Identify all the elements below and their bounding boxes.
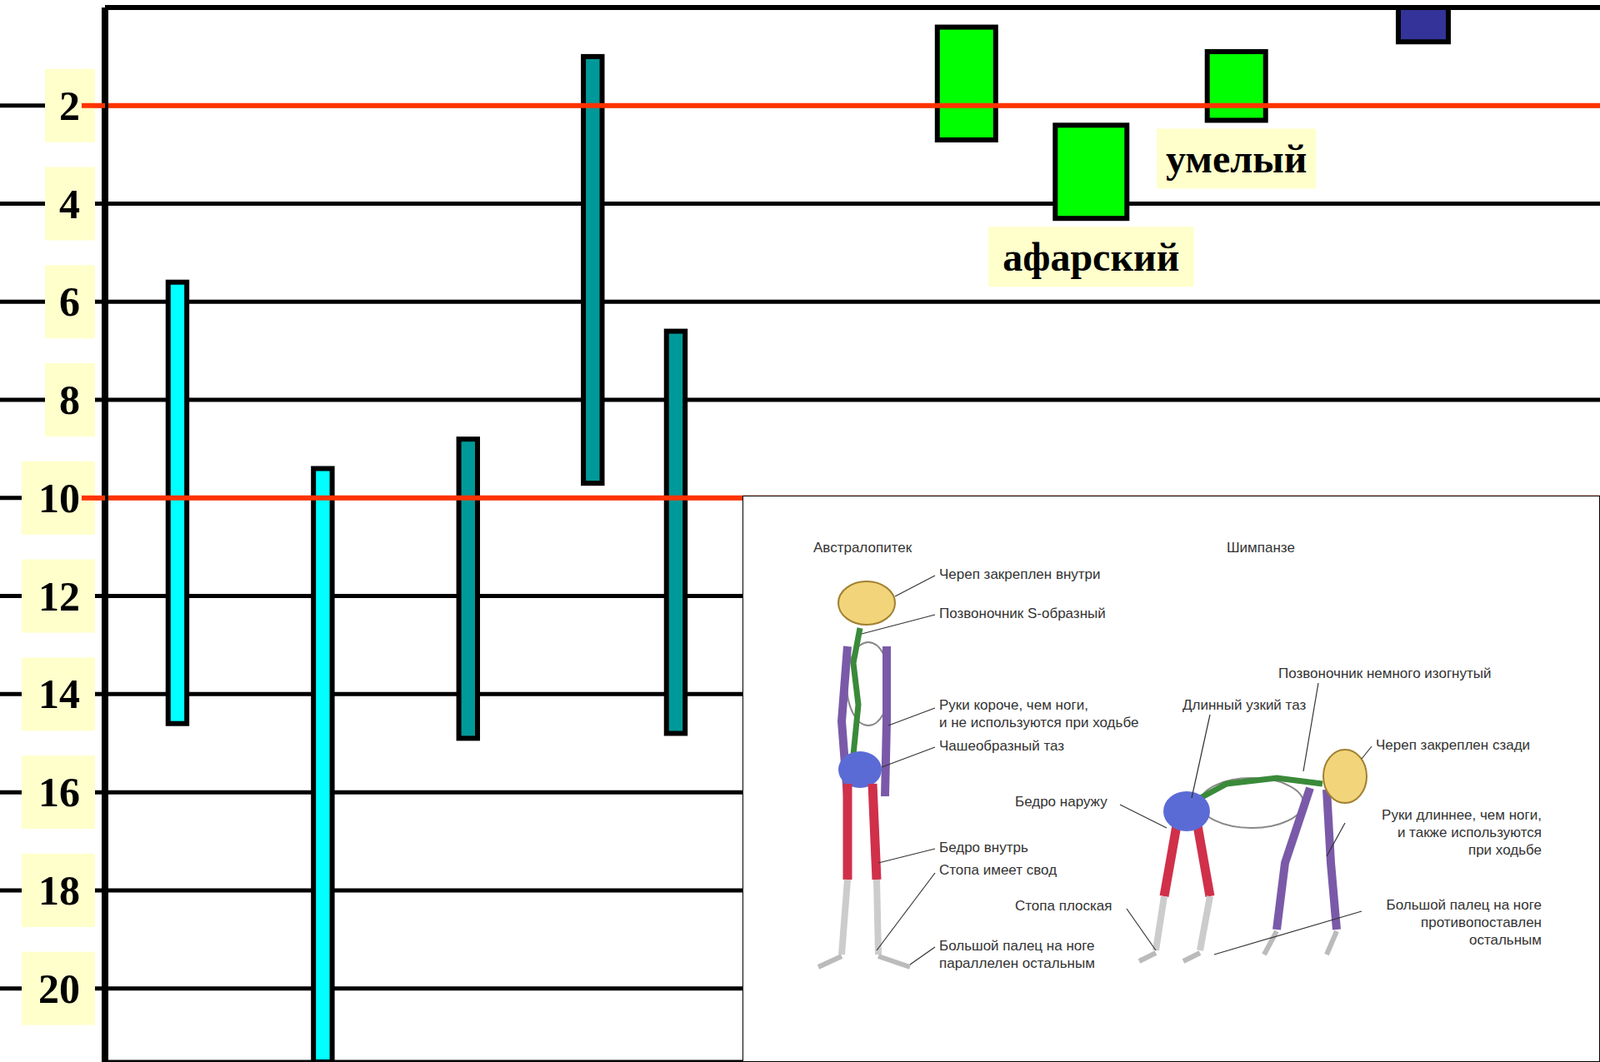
svg-text:Большой палец на ногепараллеле: Большой палец на ногепараллелен остальны…	[939, 938, 1095, 972]
svg-text:афарский: афарский	[1002, 235, 1180, 280]
svg-text:Шимпанзе: Шимпанзе	[1226, 540, 1295, 556]
svg-text:6: 6	[59, 278, 80, 325]
svg-text:Чашеобразный таз: Чашеобразный таз	[939, 738, 1065, 755]
svg-text:Череп закреплен внутри: Череп закреплен внутри	[939, 566, 1101, 583]
svg-text:Большой палец на ногепротивопо: Большой палец на ногепротивопоставленост…	[1385, 897, 1542, 949]
svg-text:18: 18	[38, 867, 80, 915]
svg-text:Стопа имеет свод: Стопа имеет свод	[939, 862, 1057, 879]
svg-text:Руки длиннее, чем ноги,и также: Руки длиннее, чем ноги,и также использую…	[1381, 807, 1542, 859]
svg-text:Бедро наружу: Бедро наружу	[1015, 794, 1108, 810]
svg-text:10: 10	[38, 475, 80, 522]
svg-text:8: 8	[59, 376, 80, 424]
svg-text:Череп закреплен сзади: Череп закреплен сзади	[1375, 737, 1530, 754]
svg-text:Длинный узкий таз: Длинный узкий таз	[1182, 697, 1306, 714]
svg-text:Бедро внутрь: Бедро внутрь	[939, 840, 1029, 856]
svg-text:Руки короче, чем ноги,и не исп: Руки короче, чем ноги,и не используются …	[939, 697, 1139, 731]
svg-text:12: 12	[38, 573, 80, 620]
svg-text:2: 2	[59, 82, 80, 130]
svg-text:Стопа плоская: Стопа плоская	[1015, 898, 1112, 915]
svg-text:Австралопитек: Австралопитек	[813, 540, 913, 556]
svg-text:Позвоночник немного изогнутый: Позвоночник немного изогнутый	[1278, 665, 1491, 682]
svg-text:Позвоночник S-образный: Позвоночник S-образный	[939, 605, 1106, 622]
svg-text:4: 4	[59, 180, 80, 228]
svg-text:16: 16	[38, 769, 80, 816]
svg-text:умелый: умелый	[1165, 136, 1307, 181]
svg-text:20: 20	[38, 965, 80, 1013]
svg-text:14: 14	[38, 670, 80, 718]
